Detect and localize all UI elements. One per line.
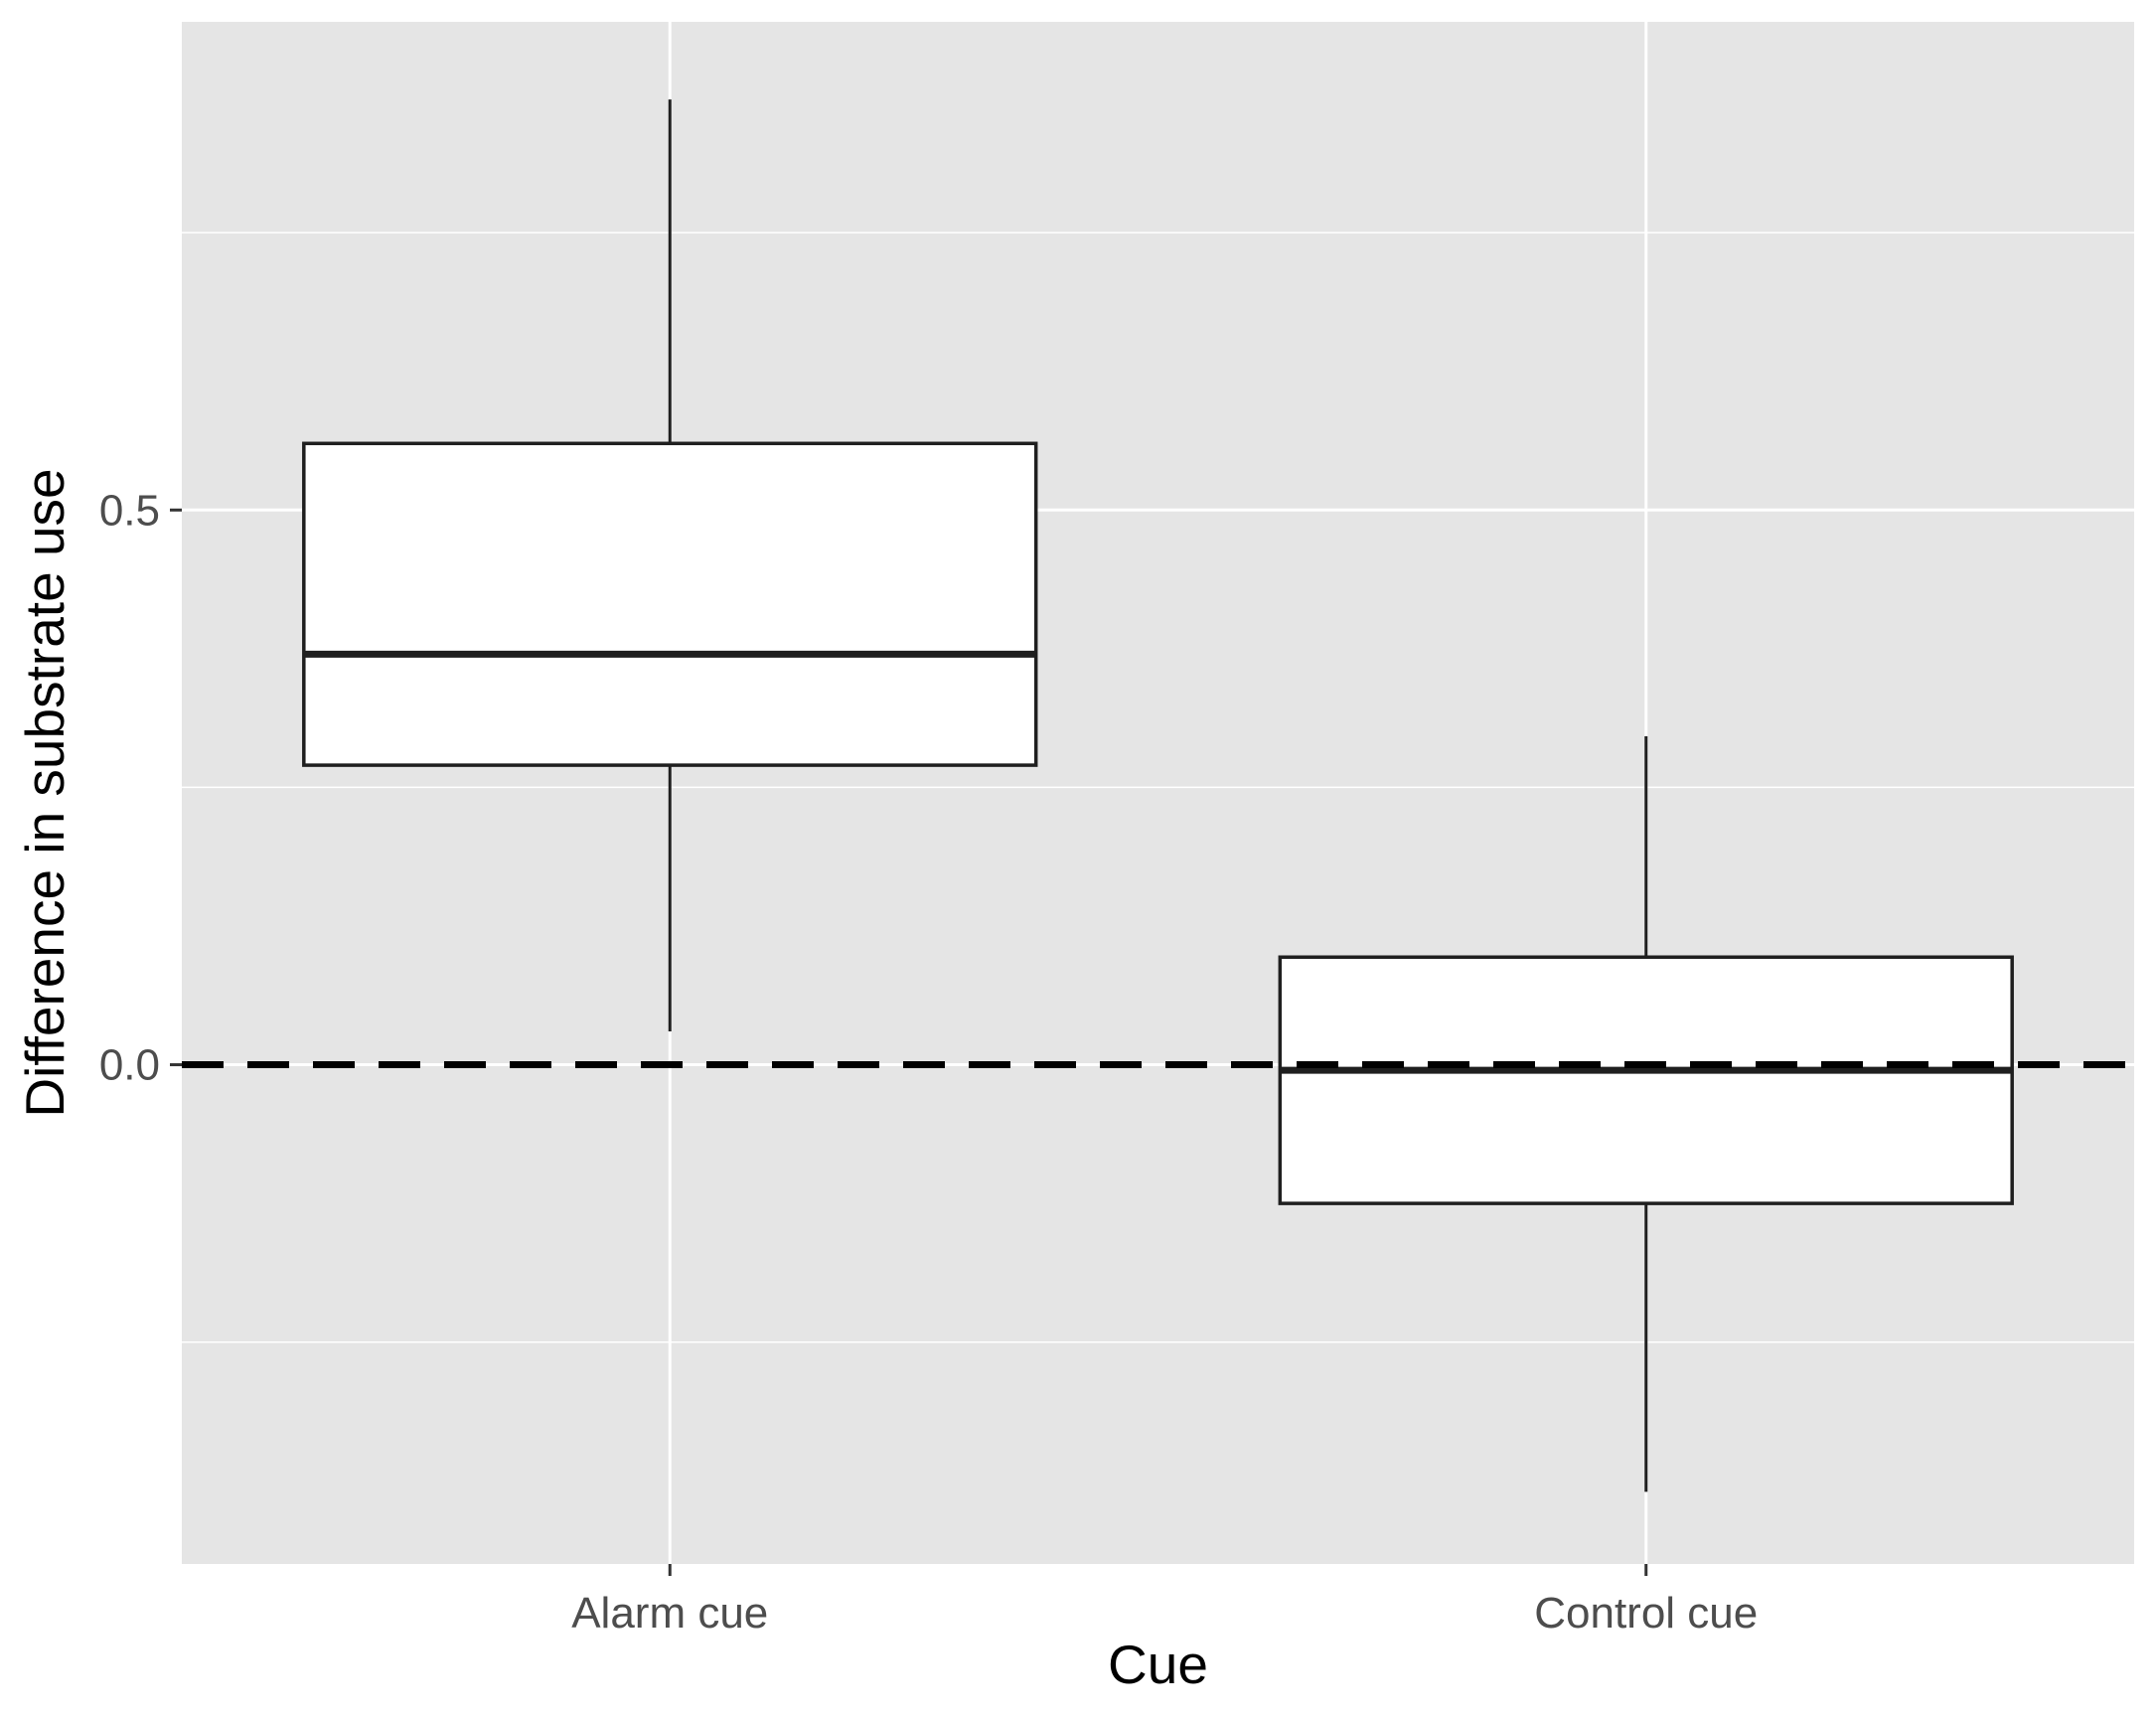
boxes [302,441,2014,1205]
y-axis-title: Difference in substrate use [14,468,76,1117]
x-tick-label: Control cue [1534,1589,1758,1638]
x-tick-label: Alarm cue [571,1589,768,1638]
box-control-cue [1278,955,2014,1205]
axes: 0.0 0.5 Alarm cue Control cue [99,486,1758,1638]
box-alarm-cue [302,441,1038,767]
whiskers [668,99,1648,1492]
y-tick-label: 0.5 [99,486,160,535]
x-axis-title: Cue [1108,1634,1208,1695]
y-tick-label: 0.0 [99,1041,160,1090]
panel-background [182,22,2134,1564]
